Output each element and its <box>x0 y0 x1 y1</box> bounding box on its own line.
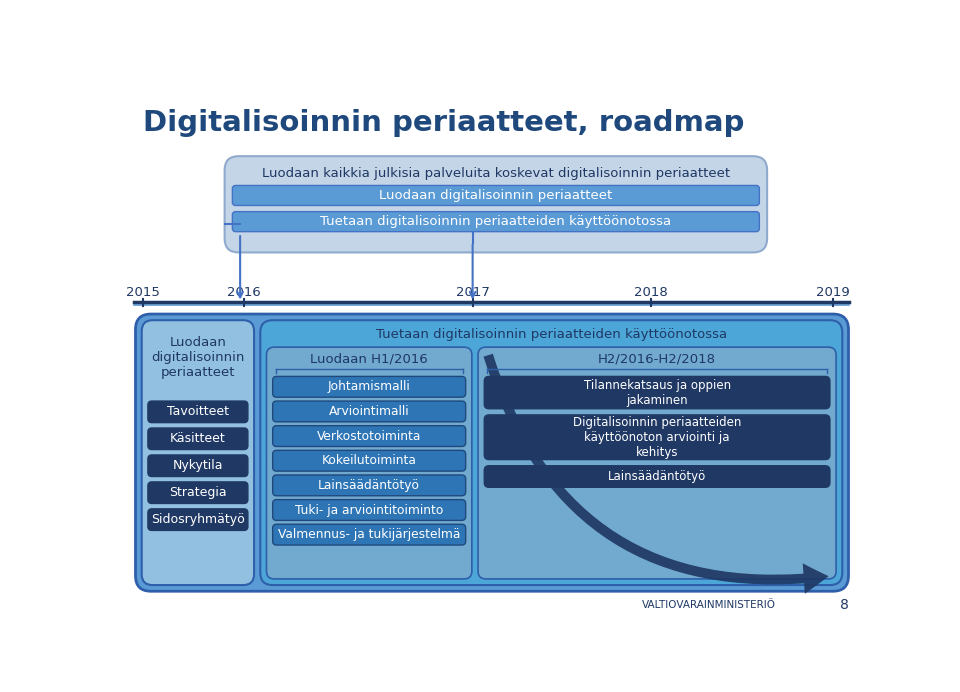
FancyBboxPatch shape <box>478 347 836 579</box>
FancyBboxPatch shape <box>142 320 254 585</box>
Text: Johtamismalli: Johtamismalli <box>327 381 411 393</box>
Text: Sidosryhmätyö: Sidosryhmätyö <box>151 513 245 526</box>
FancyBboxPatch shape <box>484 376 829 409</box>
Text: Tavoitteet: Tavoitteet <box>167 406 228 419</box>
Text: Digitalisoinnin periaatteet, roadmap: Digitalisoinnin periaatteet, roadmap <box>143 109 745 137</box>
FancyBboxPatch shape <box>267 347 472 579</box>
FancyBboxPatch shape <box>232 212 759 232</box>
Text: Luodaan
digitalisoinnin
periaatteet: Luodaan digitalisoinnin periaatteet <box>151 336 245 379</box>
Text: Verkostotoiminta: Verkostotoiminta <box>317 430 421 443</box>
FancyBboxPatch shape <box>273 500 466 520</box>
FancyBboxPatch shape <box>148 482 248 504</box>
FancyBboxPatch shape <box>484 466 829 487</box>
FancyBboxPatch shape <box>273 525 466 545</box>
FancyBboxPatch shape <box>273 376 466 397</box>
FancyBboxPatch shape <box>273 475 466 495</box>
FancyArrowPatch shape <box>484 354 828 594</box>
Text: 2015: 2015 <box>127 286 160 299</box>
FancyBboxPatch shape <box>135 314 849 591</box>
Text: Nykytila: Nykytila <box>173 459 223 472</box>
Text: Arviointimalli: Arviointimalli <box>329 405 410 418</box>
Text: Tuetaan digitalisoinnin periaatteiden käyttöönotossa: Tuetaan digitalisoinnin periaatteiden kä… <box>375 327 727 340</box>
Text: Valmennus- ja tukijärjestelmä: Valmennus- ja tukijärjestelmä <box>278 528 461 541</box>
Text: Strategia: Strategia <box>169 486 227 499</box>
Text: 2019: 2019 <box>816 286 850 299</box>
Text: Digitalisoinnin periaatteiden
käyttöönoton arviointi ja
kehitys: Digitalisoinnin periaatteiden käyttöönot… <box>573 416 741 459</box>
Text: Käsitteet: Käsitteet <box>170 432 226 445</box>
Text: Kokeilutoiminta: Kokeilutoiminta <box>322 454 417 467</box>
Text: Luodaan digitalisoinnin periaatteet: Luodaan digitalisoinnin periaatteet <box>379 189 612 202</box>
Text: Tuetaan digitalisoinnin periaatteiden käyttöönotossa: Tuetaan digitalisoinnin periaatteiden kä… <box>321 215 671 228</box>
FancyBboxPatch shape <box>273 426 466 446</box>
Text: Lainsäädäntötyö: Lainsäädäntötyö <box>318 479 420 492</box>
FancyBboxPatch shape <box>260 320 842 585</box>
Text: VALTIOVARAINMINISTERIÖ: VALTIOVARAINMINISTERIÖ <box>642 600 776 610</box>
Text: Luodaan kaikkia julkisia palveluita koskevat digitalisoinnin periaatteet: Luodaan kaikkia julkisia palveluita kosk… <box>262 167 730 180</box>
FancyBboxPatch shape <box>148 509 248 530</box>
Text: 8: 8 <box>840 598 849 612</box>
Text: Lainsäädäntötyö: Lainsäädäntötyö <box>608 470 707 483</box>
FancyBboxPatch shape <box>273 450 466 471</box>
Text: 2016: 2016 <box>228 286 261 299</box>
Text: Tilannekatsaus ja oppien
jakaminen: Tilannekatsaus ja oppien jakaminen <box>584 379 731 407</box>
FancyBboxPatch shape <box>273 401 466 422</box>
Text: 2017: 2017 <box>456 286 490 299</box>
FancyBboxPatch shape <box>148 455 248 477</box>
Text: H2/2016-H2/2018: H2/2016-H2/2018 <box>598 353 716 366</box>
Text: Luodaan H1/2016: Luodaan H1/2016 <box>310 353 428 366</box>
FancyBboxPatch shape <box>225 156 767 253</box>
Text: 2018: 2018 <box>634 286 668 299</box>
FancyBboxPatch shape <box>148 428 248 450</box>
Text: Tuki- ja arviointitoiminto: Tuki- ja arviointitoiminto <box>295 504 444 516</box>
FancyBboxPatch shape <box>148 401 248 423</box>
FancyBboxPatch shape <box>484 415 829 459</box>
FancyBboxPatch shape <box>232 185 759 206</box>
